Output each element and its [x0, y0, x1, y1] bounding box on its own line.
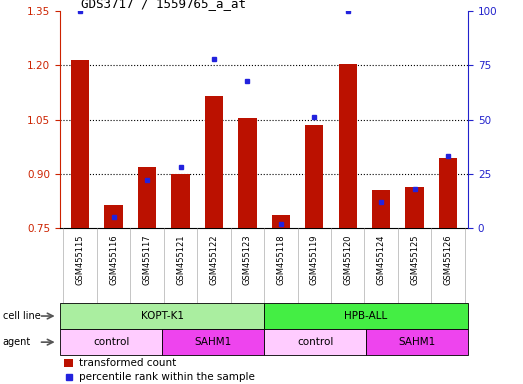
Text: GSM455126: GSM455126: [444, 234, 452, 285]
Bar: [305, 125, 323, 228]
Text: HPB-ALL: HPB-ALL: [345, 311, 388, 321]
Text: KOPT-K1: KOPT-K1: [141, 311, 184, 321]
Bar: [60, 303, 264, 329]
Bar: [64, 359, 73, 367]
Text: control: control: [93, 337, 129, 347]
Text: GSM455123: GSM455123: [243, 234, 252, 285]
Bar: [162, 329, 264, 355]
Text: SAHM1: SAHM1: [399, 337, 436, 347]
Bar: [264, 303, 468, 329]
Bar: [205, 96, 223, 228]
Text: control: control: [297, 337, 333, 347]
Bar: [60, 329, 162, 355]
Text: GSM455124: GSM455124: [377, 234, 385, 285]
Bar: [439, 157, 457, 228]
Bar: [105, 205, 123, 228]
Bar: [238, 118, 257, 228]
Text: GSM455120: GSM455120: [343, 234, 352, 285]
Text: transformed count: transformed count: [78, 358, 176, 368]
Bar: [264, 329, 366, 355]
Bar: [138, 167, 156, 228]
Bar: [338, 64, 357, 228]
Text: GSM455118: GSM455118: [276, 234, 286, 285]
Bar: [405, 187, 424, 228]
Bar: [71, 60, 89, 228]
Text: GDS3717 / 1559765_a_at: GDS3717 / 1559765_a_at: [81, 0, 245, 10]
Bar: [271, 215, 290, 228]
Text: agent: agent: [3, 337, 31, 347]
Text: percentile rank within the sample: percentile rank within the sample: [78, 372, 254, 382]
Text: GSM455125: GSM455125: [410, 234, 419, 285]
Text: GSM455117: GSM455117: [143, 234, 152, 285]
Bar: [366, 329, 468, 355]
Text: SAHM1: SAHM1: [195, 337, 232, 347]
Bar: [372, 190, 390, 228]
Text: GSM455122: GSM455122: [209, 234, 219, 285]
Text: GSM455116: GSM455116: [109, 234, 118, 285]
Text: GSM455115: GSM455115: [76, 234, 85, 285]
Text: GSM455121: GSM455121: [176, 234, 185, 285]
Bar: [172, 174, 190, 228]
Text: cell line: cell line: [3, 311, 40, 321]
Text: GSM455119: GSM455119: [310, 234, 319, 285]
